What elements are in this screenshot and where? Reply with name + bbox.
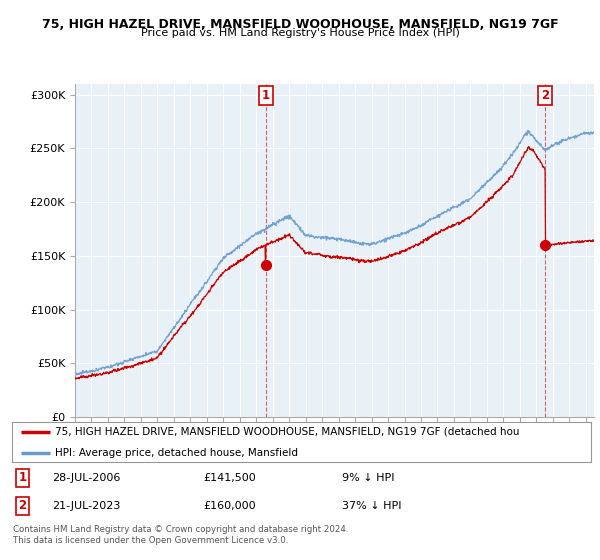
Text: Contains HM Land Registry data © Crown copyright and database right 2024.
This d: Contains HM Land Registry data © Crown c… [13,525,349,545]
Text: 75, HIGH HAZEL DRIVE, MANSFIELD WOODHOUSE, MANSFIELD, NG19 7GF (detached hou: 75, HIGH HAZEL DRIVE, MANSFIELD WOODHOUS… [55,427,520,437]
Text: HPI: Average price, detached house, Mansfield: HPI: Average price, detached house, Mans… [55,448,298,458]
Text: 2: 2 [19,500,26,512]
Text: 2: 2 [541,89,550,102]
Text: 9% ↓ HPI: 9% ↓ HPI [342,473,395,483]
Text: £160,000: £160,000 [203,501,256,511]
Text: 21-JUL-2023: 21-JUL-2023 [53,501,121,511]
Text: £141,500: £141,500 [203,473,256,483]
Text: Price paid vs. HM Land Registry's House Price Index (HPI): Price paid vs. HM Land Registry's House … [140,28,460,38]
Text: 1: 1 [262,89,269,102]
Text: 28-JUL-2006: 28-JUL-2006 [53,473,121,483]
Text: 1: 1 [19,471,26,484]
Text: 75, HIGH HAZEL DRIVE, MANSFIELD WOODHOUSE, MANSFIELD, NG19 7GF: 75, HIGH HAZEL DRIVE, MANSFIELD WOODHOUS… [41,18,559,31]
Text: 37% ↓ HPI: 37% ↓ HPI [342,501,401,511]
